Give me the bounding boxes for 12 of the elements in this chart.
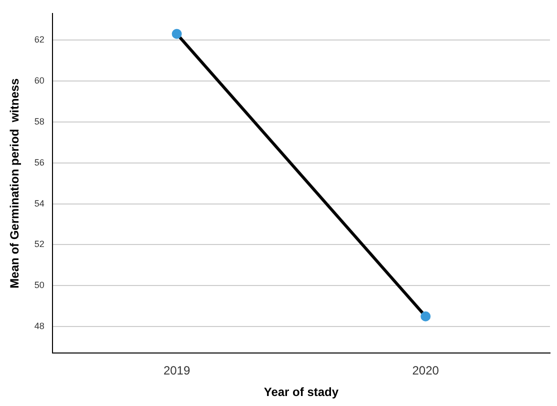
x-axis-title: Year of stady [264,385,339,400]
y-tick-label: 60 [34,75,44,86]
y-tick-label: 62 [34,34,44,44]
x-tick-label: 2020 [412,364,440,378]
y-tick-label: 48 [34,321,44,332]
y-tick-label: 56 [34,157,44,168]
y-tick-label: 50 [34,280,44,290]
y-tick-label: 52 [34,239,44,250]
y-tick-label: 58 [34,116,44,126]
x-tick-label: 2019 [163,364,190,378]
y-tick-label: 54 [34,198,44,208]
y-axis-title: Mean of Germination period witness [8,78,22,288]
